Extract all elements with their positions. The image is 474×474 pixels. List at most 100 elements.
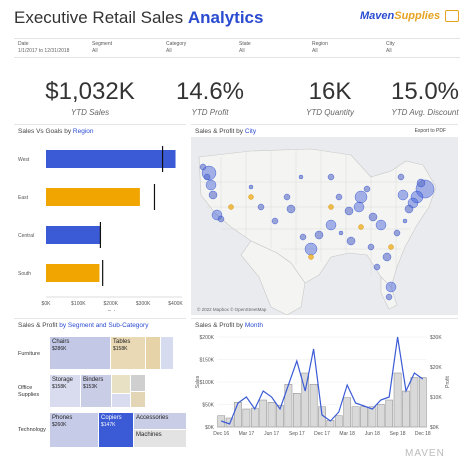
city-bubble[interactable] [205,179,217,191]
region-bar-chart[interactable]: West East Central South $0K $100K $200K $300K $4… [14,135,186,311]
treemap-tile-copiers[interactable]: Copiers $147K [99,413,133,447]
map-credit: © 2022 Mapbox © OpenStreetMap [197,307,267,312]
city-bubble[interactable] [358,224,364,230]
sales-bar[interactable] [360,406,368,428]
city-bubble[interactable] [393,229,401,237]
city-bubble[interactable] [208,190,218,200]
city-bubble[interactable] [199,163,207,171]
region-bar[interactable] [46,150,176,168]
city-bubble[interactable] [363,185,371,193]
kpi-sales: $1,032K YTD Sales [30,78,150,117]
city-bubble[interactable] [385,293,393,301]
filter-label: Category [166,41,187,47]
treemap-tile-supplies[interactable] [131,375,145,391]
city-bubble[interactable] [304,242,318,256]
city-bubble[interactable] [298,174,304,180]
region-bar[interactable] [46,264,100,282]
sales-bar[interactable] [343,397,352,428]
city-bubble[interactable] [404,204,414,214]
city-bubble[interactable] [283,193,291,201]
city-bubble[interactable] [327,173,335,181]
city-bubble[interactable] [328,204,334,210]
city-bubble[interactable] [228,204,234,210]
export-pdf-button[interactable]: Export to PDF [414,128,446,134]
treemap-tile-furnishings[interactable] [161,337,173,369]
sales-bar[interactable] [250,407,259,428]
city-bubble[interactable] [402,218,408,224]
sales-bar[interactable] [376,404,385,428]
city-bubble[interactable] [308,254,314,260]
city-bubble[interactable] [410,190,424,204]
y2-tick-label: $30K [430,335,442,341]
month-combo-chart[interactable]: $0K $50K $100K $150K $200K $0K $10K $20K $30K Dec… [191,331,458,457]
x-tick-label: Sep 18 [390,431,406,437]
city-bubble[interactable] [397,189,409,201]
city-bubble[interactable] [382,252,392,262]
city-bubble[interactable] [344,206,354,216]
city-bubble[interactable] [354,190,368,204]
treemap-tile-appliances[interactable] [112,394,130,407]
sales-bar[interactable] [418,377,427,428]
filter-date[interactable]: Date 1/1/2017 to 12/31/2018 [18,41,69,55]
sales-bar[interactable] [259,399,268,428]
city-bubble[interactable] [299,233,307,241]
city-bubble[interactable] [353,201,365,213]
sales-bar[interactable] [292,393,301,428]
profit-line[interactable] [220,336,424,425]
sales-bar[interactable] [385,399,394,428]
sales-bar[interactable] [393,372,402,428]
region-bar[interactable] [46,226,102,244]
treemap-tile-binders[interactable]: Binders $153K [81,375,111,407]
city-bubble[interactable] [203,173,211,181]
city-bubble[interactable] [335,193,343,201]
sales-bar[interactable] [234,402,242,428]
treemap-tile-bookcases[interactable] [146,337,160,369]
filter-region[interactable]: Region All [312,41,328,55]
city-bubble[interactable] [314,230,324,240]
treemap-tile-chairs[interactable]: Chairs $286K [50,337,110,369]
treemap-tile-accessories[interactable]: Accessories [134,413,186,429]
sales-bar[interactable] [242,408,251,428]
treemap-tile-machines[interactable]: Machines [134,430,186,447]
city-bubble[interactable] [257,203,265,211]
kpi-value: 14.6% [175,78,245,105]
city-bubble[interactable] [375,219,387,231]
city-bubble[interactable] [385,281,397,293]
treemap-tile-art[interactable] [131,392,145,407]
city-bubble[interactable] [286,204,296,214]
treemap-tile-phones[interactable]: Phones $260K [50,413,98,447]
sales-bar[interactable] [351,406,360,428]
filter-value: All [239,48,245,54]
city-bubble[interactable] [248,184,254,190]
sales-bar[interactable] [334,415,343,428]
sales-bar[interactable] [368,406,377,428]
city-bubble[interactable] [373,263,381,271]
city-bubble[interactable] [271,217,279,225]
sales-bar[interactable] [410,377,419,428]
city-bubble[interactable] [367,243,375,251]
sales-bar[interactable] [267,402,276,428]
city-bubble[interactable] [248,194,254,200]
city-bubbles[interactable] [199,163,435,301]
filter-city[interactable]: City All [386,41,395,55]
treemap-tile-tables[interactable]: Tables $158K [111,337,145,369]
filter-state[interactable]: State All [239,41,251,55]
city-bubble[interactable] [416,178,426,188]
city-bubble[interactable] [346,236,356,246]
filter-segment[interactable]: Segment All [92,41,112,55]
filter-category[interactable]: Category All [166,41,186,55]
city-map[interactable]: © 2022 Mapbox © OpenStreetMap [191,137,458,315]
map-canvas[interactable] [191,137,458,315]
city-bubble[interactable] [397,173,405,181]
city-bubble[interactable] [338,230,344,236]
city-bubble[interactable] [325,219,337,231]
y2-tick-label: $20K [430,365,442,371]
treemap-tile-paper[interactable] [112,375,130,393]
sales-bar[interactable] [402,390,410,428]
region-bar[interactable] [46,188,140,206]
city-bubble[interactable] [368,212,378,222]
city-bubble[interactable] [217,215,225,223]
treemap-tile-storage[interactable]: Storage $158K [50,375,80,407]
sales-bar[interactable] [309,384,318,428]
city-bubble[interactable] [388,244,394,250]
